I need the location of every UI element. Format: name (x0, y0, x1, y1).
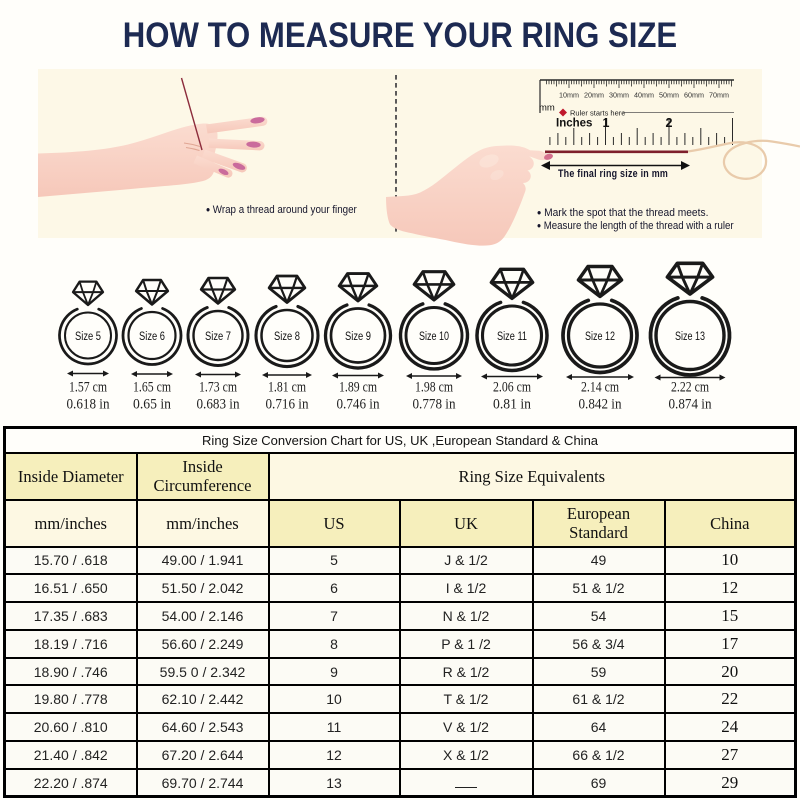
svg-text:2.22 cm: 2.22 cm (671, 380, 709, 396)
svg-text:Size 6: Size 6 (139, 331, 165, 343)
svg-text:70mm: 70mm (709, 91, 729, 100)
svg-text:0.746 in: 0.746 in (337, 397, 380, 413)
svg-text:0.683 in: 0.683 in (197, 397, 240, 413)
svg-text:Size 7: Size 7 (205, 331, 231, 343)
svg-text:Size 10: Size 10 (419, 331, 449, 343)
svg-text:1.98 cm: 1.98 cm (415, 380, 453, 396)
svg-text:1.57 cm: 1.57 cm (69, 380, 107, 396)
svg-text:Size 13: Size 13 (675, 331, 705, 343)
svg-text:0.81 in: 0.81 in (493, 397, 531, 413)
svg-text:20mm: 20mm (584, 91, 604, 100)
svg-text:1.73 cm: 1.73 cm (199, 380, 237, 396)
svg-text:Size 12: Size 12 (585, 331, 615, 343)
svg-text:0.778 in: 0.778 in (413, 397, 456, 413)
svg-text:50mm: 50mm (659, 91, 679, 100)
svg-text:1.89 cm: 1.89 cm (339, 380, 377, 396)
svg-text:40mm: 40mm (634, 91, 654, 100)
svg-text:1.81 cm: 1.81 cm (268, 380, 306, 396)
svg-text:0.618 in: 0.618 in (67, 397, 110, 413)
svg-text:Size 11: Size 11 (497, 331, 527, 343)
svg-text:1: 1 (603, 116, 610, 130)
svg-text:Size 8: Size 8 (274, 331, 300, 343)
svg-text:0.716 in: 0.716 in (266, 397, 309, 413)
svg-text:10mm: 10mm (559, 91, 579, 100)
svg-text:1.65 cm: 1.65 cm (133, 380, 171, 396)
svg-text:2.06 cm: 2.06 cm (493, 380, 531, 396)
svg-text:0.65 in: 0.65 in (133, 397, 171, 413)
svg-text:2: 2 (666, 116, 673, 130)
svg-text:Inches: Inches (556, 118, 592, 130)
svg-text:Size 5: Size 5 (75, 331, 101, 343)
svg-text:Ruler starts here: Ruler starts here (570, 109, 625, 118)
svg-text:2.14 cm: 2.14 cm (581, 380, 619, 396)
svg-text:30mm: 30mm (609, 91, 629, 100)
svg-text:0.842 in: 0.842 in (579, 397, 622, 413)
svg-text:60mm: 60mm (684, 91, 704, 100)
svg-text:Size 9: Size 9 (345, 331, 371, 343)
svg-text:0.874 in: 0.874 in (669, 397, 712, 413)
svg-text:mm: mm (539, 103, 555, 114)
